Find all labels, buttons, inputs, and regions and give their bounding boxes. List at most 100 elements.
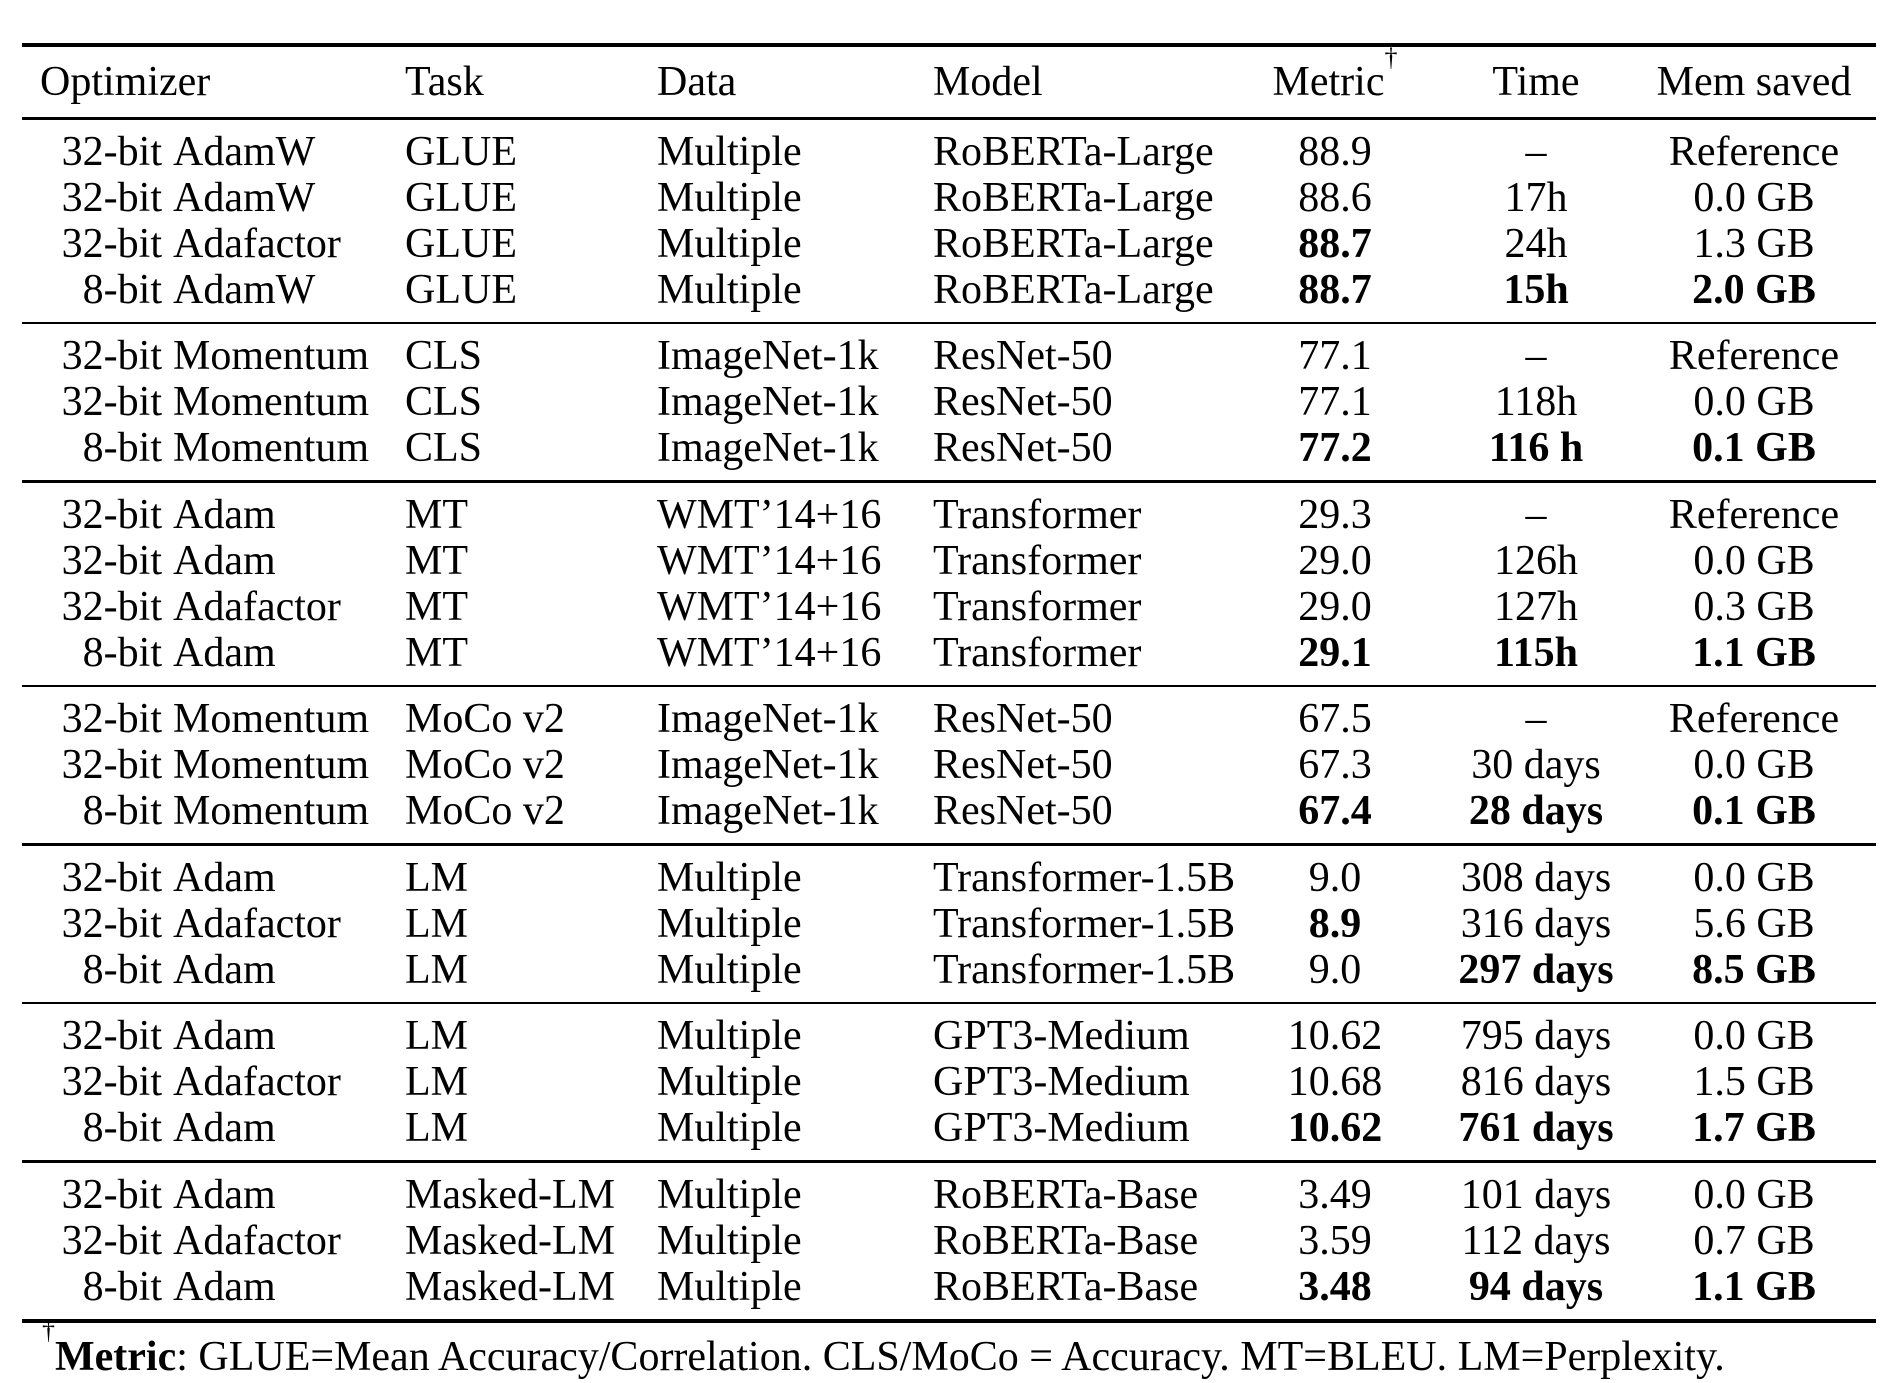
cell-metric: 10.68 [1287,1059,1383,1105]
cell-task: LM [405,854,468,901]
cell-optimizer: 8-bit AdamW [22,267,390,313]
cell-task: MT [405,537,468,584]
optimizer-bits: 32-bit [61,220,162,267]
cell-task: Masked-LM [405,1171,615,1218]
cell-optimizer: 32-bit Adafactor [22,1059,390,1105]
cell-data: Multiple [657,854,802,901]
cell-metric: 29.1 [1298,629,1372,676]
cell-mem: 0.1 GB [1692,788,1816,834]
cell-task: MoCo v2 [405,742,565,788]
optimizer-bits: 32-bit [61,128,162,175]
block-separator-rule [22,1160,1876,1163]
column-header-optimizer: Optimizer [40,59,211,105]
table-row: 32-bit Adam MT WMT’14+16 Transformer 29.0 126h… [22,538,1876,584]
cell-metric: 9.0 [1308,854,1362,901]
optimizer-name: Adam [173,629,276,676]
cell-metric: 88.7 [1298,220,1372,267]
table-block-4: 32-bit Momentum MoCo v2 ImageNet-1k ResNet-5… [22,687,1876,843]
optimizer-name: Adam [173,491,276,538]
table-row: 32-bit Adafactor LM Multiple Transformer-1.5… [22,901,1876,947]
header-rule [22,117,1876,120]
cell-time: – [1525,333,1547,379]
cell-time: 316 days [1460,900,1612,947]
cell-task: GLUE [405,174,517,221]
table-block-7: 32-bit Adam Masked-LM Multiple RoBERTa-Base 3… [22,1163,1876,1319]
cell-model: GPT3-Medium [933,1059,1190,1105]
cell-mem: 2.0 GB [1692,266,1816,313]
cell-time: 30 days [1471,742,1601,788]
cell-mem: 0.3 GB [1693,583,1815,630]
cell-metric: 3.59 [1298,1217,1372,1264]
cell-optimizer: 32-bit Adafactor [22,1218,390,1264]
cell-mem: 0.0 GB [1693,1013,1815,1059]
cell-metric: 77.2 [1298,425,1372,471]
optimizer-bits: 32-bit [61,174,162,221]
optimizer-bits: 32-bit [61,1013,162,1059]
cell-task: CLS [405,425,483,471]
cell-optimizer: 8-bit Momentum [22,425,390,471]
column-header-task: Task [405,59,484,105]
cell-optimizer: 32-bit Momentum [22,379,390,425]
cell-data: Multiple [657,1059,802,1105]
cell-model: RoBERTa-Base [933,1171,1199,1218]
table-row: 8-bit Adam LM Multiple Transformer-1.5B 9.0 29… [22,947,1876,993]
cell-model: ResNet-50 [933,742,1113,788]
cell-metric: 88.6 [1298,174,1372,221]
table-block-6: 32-bit Adam LM Multiple GPT3-Medium 10.62 795 … [22,1004,1876,1160]
cell-task: GLUE [405,266,517,313]
cell-metric: 3.49 [1298,1171,1372,1218]
table-row: 32-bit Adafactor GLUE Multiple RoBERTa-Large… [22,221,1876,267]
block-separator-rule [22,1001,1876,1004]
optimizer-bits: 32-bit [61,1171,162,1218]
cell-metric: 10.62 [1287,1013,1383,1059]
column-header-metric: Metric† [1272,43,1398,106]
block-separator-rule [22,480,1876,483]
optimizer-name: Adam [173,854,276,901]
cell-data: Multiple [657,1263,802,1310]
cell-data: ImageNet-1k [657,333,879,379]
cell-data: ImageNet-1k [657,696,879,742]
table-row: 8-bit AdamW GLUE Multiple RoBERTa-Large 88.7 1… [22,267,1876,313]
cell-optimizer: 32-bit Adam [22,538,390,584]
cell-metric: 8.9 [1308,900,1362,947]
cell-mem: 0.7 GB [1693,1217,1815,1264]
cell-model: ResNet-50 [933,696,1113,742]
cell-model: RoBERTa-Large [933,266,1214,313]
optimizer-name: Momentum [173,696,369,742]
table-row: 32-bit AdamW GLUE Multiple RoBERTa-Large 88.6… [22,175,1876,221]
cell-mem: Reference [1668,333,1840,379]
cell-metric: 77.1 [1298,333,1372,379]
cell-data: Multiple [657,128,802,175]
cell-data: Multiple [657,174,802,221]
optimizer-name: Adam [173,1105,276,1151]
cell-time: 297 days [1458,946,1614,993]
table-row: 8-bit Momentum MoCo v2 ImageNet-1k ResNet-50… [22,788,1876,834]
cell-model: RoBERTa-Large [933,220,1214,267]
cell-optimizer: 32-bit AdamW [22,175,390,221]
cell-time: 112 days [1461,1217,1611,1264]
cell-data: Multiple [657,1171,802,1218]
cell-model: Transformer [933,491,1142,538]
optimizer-name: AdamW [173,174,316,221]
cell-mem: 1.1 GB [1692,1263,1816,1310]
cell-data: WMT’14+16 [657,491,882,538]
cell-time: 816 days [1460,1059,1612,1105]
optimizer-bits: 32-bit [61,333,162,379]
optimizer-name: Adafactor [173,583,341,630]
table-row: 32-bit Adafactor LM Multiple GPT3-Medium 10.6… [22,1059,1876,1105]
table-row: 32-bit Adam Masked-LM Multiple RoBERTa-Base 3… [22,1172,1876,1218]
optimizer-bits: 32-bit [61,491,162,538]
optimizer-bits: 8-bit [82,629,162,676]
cell-optimizer: 32-bit Adam [22,1172,390,1218]
cell-time: – [1525,491,1547,538]
cell-data: Multiple [657,900,802,947]
table-block-1: 32-bit AdamW GLUE Multiple RoBERTa-Large 88.9… [22,120,1876,322]
cell-task: CLS [405,333,483,379]
optimizer-bits: 32-bit [61,537,162,584]
table-block-3: 32-bit Adam MT WMT’14+16 Transformer 29.3– Ref… [22,483,1876,685]
footnote-label: Metric [55,1333,177,1380]
table-block-5: 32-bit Adam LM Multiple Transformer-1.5B 9.0 3… [22,846,1876,1002]
cell-data: WMT’14+16 [657,629,882,676]
table-row: 32-bit Momentum MoCo v2 ImageNet-1k ResNet-5… [22,696,1876,742]
cell-optimizer: 32-bit Adam [22,855,390,901]
